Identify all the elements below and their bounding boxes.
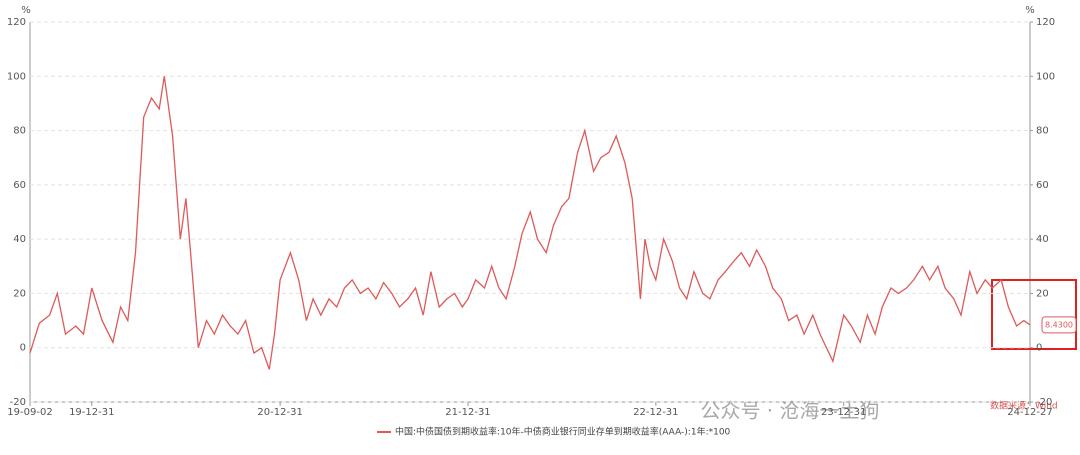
y2-tick-label: 40 (1036, 234, 1049, 245)
x-tick-label: 24-12-27 (1007, 407, 1052, 418)
y2-tick-label: 100 (1036, 71, 1055, 82)
y-tick-label: 100 (7, 71, 26, 82)
y-tick-label: 0 (20, 343, 26, 354)
y2-unit: % (1025, 5, 1035, 16)
y2-tick-label: 120 (1036, 17, 1055, 28)
x-tick-label: 23-12-31 (821, 407, 866, 418)
x-tick-label: 19-09-02 (7, 407, 52, 418)
x-tick-label: 19-12-31 (69, 407, 114, 418)
x-tick-label: 21-12-31 (445, 407, 490, 418)
y2-tick-label: 0 (1036, 343, 1042, 354)
x-tick-label: 22-12-31 (633, 407, 678, 418)
x-tick-label: 20-12-31 (257, 407, 302, 418)
y-tick-label: 80 (13, 126, 26, 137)
series-line (29, 76, 1031, 370)
y-tick-label: 40 (13, 234, 26, 245)
y-tick-label: 20 (13, 288, 26, 299)
highlight-box (991, 279, 1077, 350)
legend-label: 中国:中债国债到期收益率:10年-中债商业银行同业存单到期收益率(AAA-):1… (395, 426, 731, 438)
y-unit: % (21, 5, 31, 16)
y-tick-label: 120 (7, 17, 26, 28)
y-tick-label: -20 (10, 397, 26, 408)
end-label: 8.4300 (1045, 320, 1073, 329)
y-tick-label: 60 (13, 180, 26, 191)
y2-tick-label: 20 (1036, 288, 1049, 299)
y2-tick-label: 60 (1036, 180, 1049, 191)
y2-tick-label: 80 (1036, 126, 1049, 137)
end-label-box (1041, 316, 1077, 334)
y2-tick-label: -20 (1036, 397, 1052, 408)
